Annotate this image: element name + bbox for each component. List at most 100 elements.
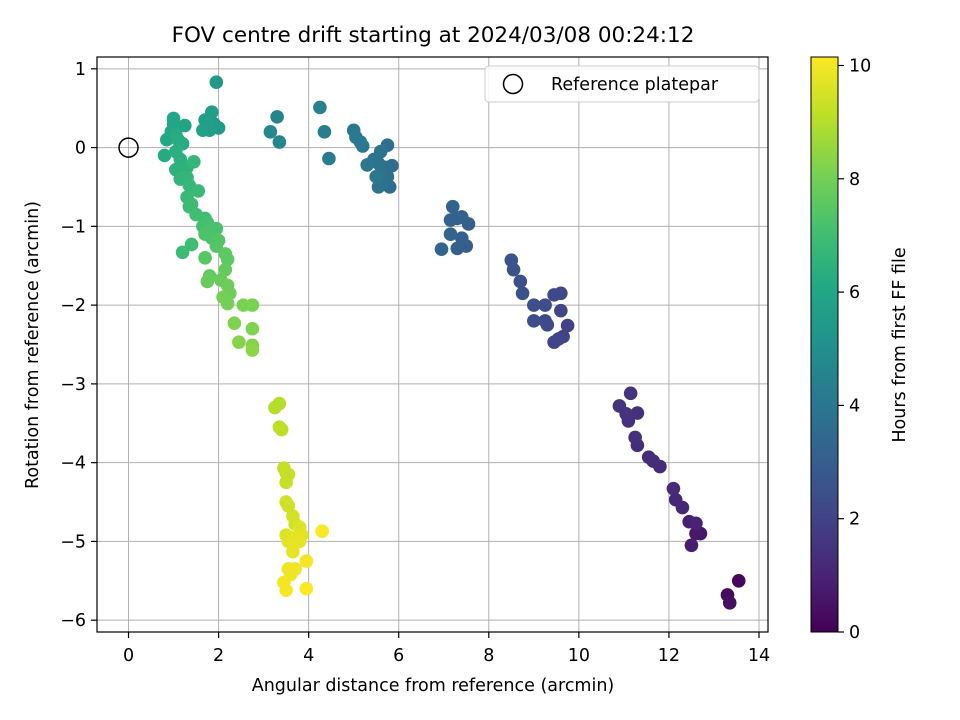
data-point <box>272 135 287 149</box>
y-tick-label: −6 <box>60 611 86 631</box>
data-point <box>175 245 190 260</box>
data-point <box>515 286 530 301</box>
y-tick-label: −4 <box>60 454 86 474</box>
data-point <box>689 516 703 531</box>
data-point <box>684 538 699 553</box>
data-point <box>666 481 681 496</box>
data-point <box>369 169 384 184</box>
y-tick-label: −2 <box>60 296 86 316</box>
data-point <box>538 298 552 312</box>
data-point <box>187 154 201 169</box>
data-point <box>198 113 212 127</box>
colorbar-tick-label: 6 <box>849 283 860 303</box>
data-point <box>513 274 528 289</box>
y-tick-label: 1 <box>75 60 86 80</box>
data-point <box>263 125 278 139</box>
data-point <box>527 314 541 328</box>
colorbar-tick-label: 10 <box>849 56 871 76</box>
data-point <box>281 499 296 513</box>
colorbar-label: Hours from first FF file <box>890 247 910 442</box>
data-point <box>434 242 449 256</box>
data-point <box>722 596 737 610</box>
data-point <box>220 252 235 267</box>
data-point <box>317 125 332 139</box>
data-point <box>286 544 300 559</box>
data-point <box>245 298 260 312</box>
grid-lines <box>97 57 768 632</box>
data-point <box>445 199 460 214</box>
y-axis-label: Rotation from reference (arcmin) <box>23 201 43 489</box>
chart-title: FOV centre drift starting at 2024/03/08 … <box>172 23 695 48</box>
data-point <box>279 583 293 598</box>
data-point <box>200 274 215 289</box>
legend-label-reference-platepar: Reference platepar <box>551 75 719 95</box>
data-point <box>191 184 206 198</box>
data-point <box>157 148 172 163</box>
data-point <box>227 316 242 331</box>
x-tick-label: 10 <box>568 646 590 666</box>
scatter-points <box>157 75 746 610</box>
data-point <box>232 335 246 349</box>
data-point <box>443 227 458 242</box>
data-point <box>641 450 656 464</box>
data-point <box>220 296 235 311</box>
data-point <box>371 180 386 194</box>
data-point <box>274 422 289 437</box>
legend: Reference platepar <box>484 65 760 103</box>
y-tick-label: 0 <box>75 139 86 159</box>
colorbar-gradient <box>810 56 839 633</box>
y-tick-label: −3 <box>60 375 86 395</box>
data-point <box>554 303 568 318</box>
data-point <box>315 524 329 538</box>
data-point <box>268 400 282 415</box>
data-point <box>270 110 284 124</box>
data-point <box>360 158 375 172</box>
x-tick-label: 14 <box>748 646 770 666</box>
colorbar-ticks: 0 2 4 6 8 10 <box>838 56 871 643</box>
data-point <box>209 239 224 253</box>
colorbar-tick-label: 8 <box>849 170 860 190</box>
colorbar-tick-label: 2 <box>849 510 860 530</box>
x-tick-label: 4 <box>303 646 314 666</box>
data-point <box>218 262 233 277</box>
data-point <box>538 314 552 328</box>
colorbar: 0 2 4 6 8 10 Hours from first FF file <box>810 56 910 643</box>
data-point <box>504 253 519 268</box>
data-point <box>689 526 703 541</box>
legend-marker-open-circle <box>502 73 524 95</box>
x-tick-label: 8 <box>483 646 494 666</box>
reference-platepar-marker <box>118 137 139 158</box>
data-point <box>198 251 212 265</box>
x-axis-label: Angular distance from reference (arcmin) <box>252 676 615 696</box>
data-point <box>346 123 361 138</box>
x-tick-label: 2 <box>213 646 224 666</box>
data-point <box>196 123 210 138</box>
data-point <box>245 321 260 336</box>
data-point <box>279 475 293 490</box>
data-point <box>731 574 746 588</box>
data-point <box>668 492 683 507</box>
x-axis-ticks: 0 2 4 6 8 10 12 14 <box>123 632 770 666</box>
colorbar-tick-label: 0 <box>849 623 860 643</box>
legend-box <box>484 65 760 103</box>
data-point <box>547 288 561 302</box>
data-point <box>322 151 336 166</box>
data-point <box>209 75 224 90</box>
data-point <box>184 197 199 212</box>
data-point <box>628 430 642 445</box>
data-point <box>560 318 575 333</box>
data-point <box>547 335 561 349</box>
data-point <box>612 399 627 413</box>
data-point <box>245 343 260 357</box>
data-point <box>184 237 199 252</box>
y-tick-label: −5 <box>60 532 86 552</box>
colorbar-tick-label: 4 <box>849 396 860 416</box>
data-point <box>527 298 541 312</box>
x-tick-label: 12 <box>658 646 680 666</box>
x-tick-label: 0 <box>123 646 134 666</box>
y-tick-label: −1 <box>60 217 86 237</box>
data-point <box>630 406 645 420</box>
data-point <box>450 241 465 256</box>
data-point <box>313 100 327 115</box>
